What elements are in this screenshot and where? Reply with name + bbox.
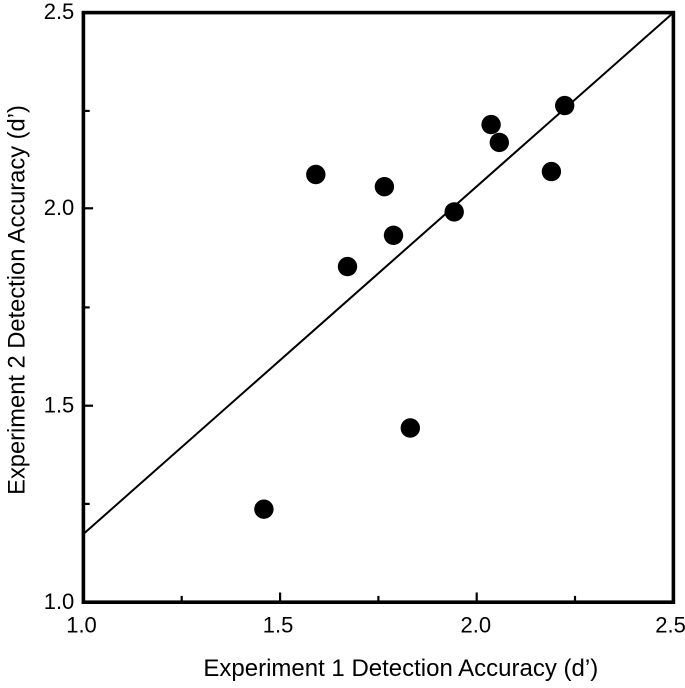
svg-text:Experiment 1 Detection Accurac: Experiment 1 Detection Accuracy (d’) (203, 655, 598, 682)
svg-text:2.0: 2.0 (44, 195, 75, 220)
svg-text:2.5: 2.5 (44, 0, 75, 24)
svg-text:1.5: 1.5 (44, 393, 75, 418)
svg-text:Experiment 2 Detection Accurac: Experiment 2 Detection Accuracy (d’) (5, 105, 31, 495)
svg-text:2.0: 2.0 (461, 613, 492, 638)
svg-text:1.0: 1.0 (66, 613, 97, 638)
svg-text:1.5: 1.5 (263, 613, 294, 638)
svg-text:2.5: 2.5 (655, 613, 685, 638)
svg-text:1.0: 1.0 (44, 589, 75, 614)
